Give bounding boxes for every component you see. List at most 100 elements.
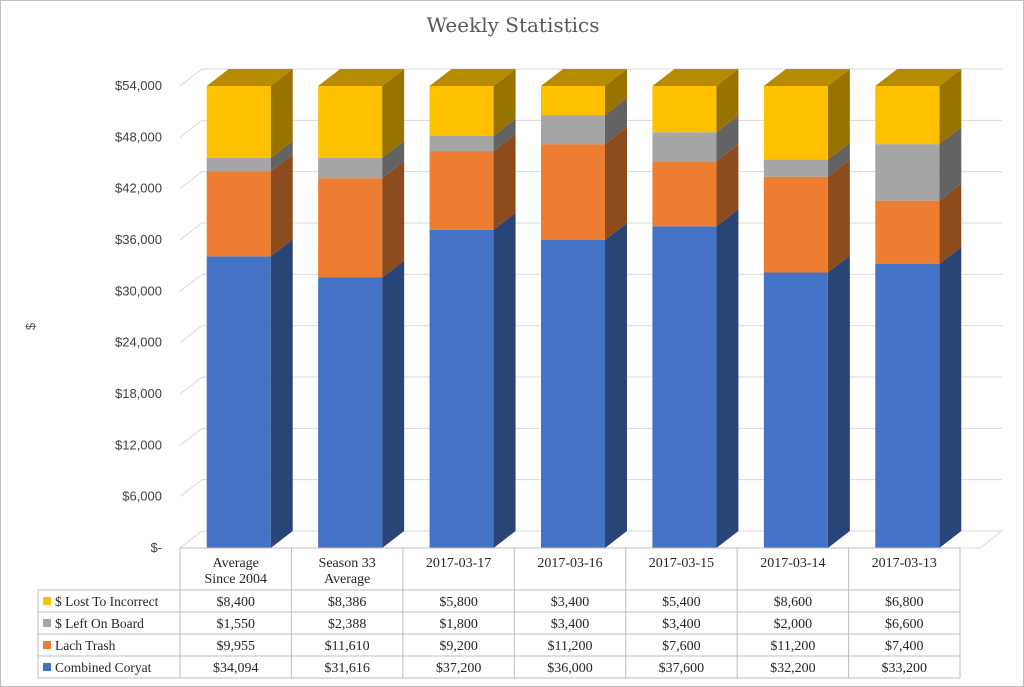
bar xyxy=(763,159,828,177)
gridline-side xyxy=(179,325,203,344)
gridline-side xyxy=(179,171,203,190)
x-tick-label: 2017-03-15 xyxy=(649,556,714,571)
bar-side xyxy=(270,239,293,548)
data-label: $7,600 xyxy=(662,639,701,654)
bar xyxy=(875,263,940,548)
bar-side xyxy=(939,183,962,264)
bar xyxy=(763,86,828,160)
y-tick-label: $48,000 xyxy=(115,129,162,144)
data-label: $8,400 xyxy=(216,595,255,610)
bar xyxy=(429,135,494,152)
bar-side xyxy=(605,98,627,145)
bar-side xyxy=(827,142,850,177)
x-tick-label: Since 2004 xyxy=(204,572,267,587)
data-label: $6,800 xyxy=(885,595,924,610)
bar-side xyxy=(827,159,850,273)
legend-label: $ Left On Board xyxy=(55,616,144,631)
data-label: $11,610 xyxy=(325,639,370,654)
bar-top xyxy=(541,69,627,86)
legend-label: $ Lost To Incorrect xyxy=(55,594,159,609)
y-tick-label: $54,000 xyxy=(115,78,162,93)
bar xyxy=(652,226,717,549)
bar-top xyxy=(763,69,850,86)
legend-label: Lach Trash xyxy=(55,638,116,653)
bar xyxy=(541,86,605,116)
data-label: $33,200 xyxy=(882,661,928,676)
bar xyxy=(429,151,494,230)
bar xyxy=(541,240,605,548)
data-label: $3,400 xyxy=(551,595,590,610)
bar-side xyxy=(605,69,627,116)
data-label: $5,800 xyxy=(439,595,478,610)
bar xyxy=(206,171,271,257)
bar-side xyxy=(605,127,627,240)
data-label: $11,200 xyxy=(548,639,593,654)
bar-side xyxy=(382,140,405,179)
bar xyxy=(318,157,383,179)
bar xyxy=(652,132,717,162)
y-tick-label: $- xyxy=(150,540,162,555)
data-label: $3,400 xyxy=(551,617,590,632)
bar-side xyxy=(382,69,405,158)
data-label: $32,200 xyxy=(770,661,816,676)
data-label: $2,000 xyxy=(774,617,813,632)
legend-swatch xyxy=(43,663,51,671)
bar-side xyxy=(270,69,293,158)
bar xyxy=(875,144,940,201)
bar xyxy=(206,256,271,548)
x-tick-label: 2017-03-17 xyxy=(426,556,491,571)
data-label: $8,600 xyxy=(774,595,813,610)
bar-side xyxy=(939,69,962,145)
data-label: $9,955 xyxy=(216,639,255,654)
gridline-side xyxy=(179,376,203,395)
bar xyxy=(875,86,940,145)
bar xyxy=(206,86,271,158)
data-label: $11,200 xyxy=(770,639,815,654)
x-tick-label: 2017-03-13 xyxy=(872,556,937,571)
bar-side xyxy=(493,118,516,152)
bar-top xyxy=(652,69,739,86)
legend-swatch xyxy=(43,641,51,649)
y-tick-label: $36,000 xyxy=(115,232,162,247)
bar xyxy=(541,115,605,145)
bar xyxy=(763,272,828,548)
bar-side xyxy=(270,140,293,172)
data-label: $9,200 xyxy=(439,639,478,654)
bar xyxy=(318,86,383,158)
data-label: $36,000 xyxy=(547,661,593,676)
gridline-side xyxy=(179,427,203,446)
gridline-side xyxy=(179,479,203,498)
data-label: $5,400 xyxy=(662,595,701,610)
bar-side xyxy=(827,255,850,548)
y-tick-label: $6,000 xyxy=(122,489,162,504)
bar-top xyxy=(318,69,405,86)
y-tick-label: $24,000 xyxy=(115,335,162,350)
bar-side xyxy=(716,115,739,162)
data-label: $34,094 xyxy=(213,661,259,676)
x-tick-label: 2017-03-16 xyxy=(537,556,602,571)
bar xyxy=(318,178,383,278)
bar xyxy=(652,86,717,133)
bar-side xyxy=(939,246,962,548)
data-label: $2,388 xyxy=(328,617,367,632)
x-tick-label: Average xyxy=(213,556,259,571)
bar-side xyxy=(493,212,516,548)
bar-top xyxy=(875,69,962,86)
bar xyxy=(875,200,940,264)
bar xyxy=(206,157,271,172)
data-label: $37,600 xyxy=(659,661,705,676)
legend-label: Combined Coryat xyxy=(55,660,152,675)
data-label: $31,616 xyxy=(324,661,370,676)
bar-top xyxy=(429,69,516,86)
bar-side xyxy=(605,223,627,548)
bar-side xyxy=(716,69,739,133)
gridline-side xyxy=(179,68,203,87)
data-label: $3,400 xyxy=(662,617,701,632)
legend-swatch xyxy=(43,597,51,605)
x-tick-label: Season 33 xyxy=(319,556,376,571)
y-tick-label: $42,000 xyxy=(115,181,162,196)
y-tick-label: $30,000 xyxy=(115,283,162,298)
bar xyxy=(318,277,383,548)
